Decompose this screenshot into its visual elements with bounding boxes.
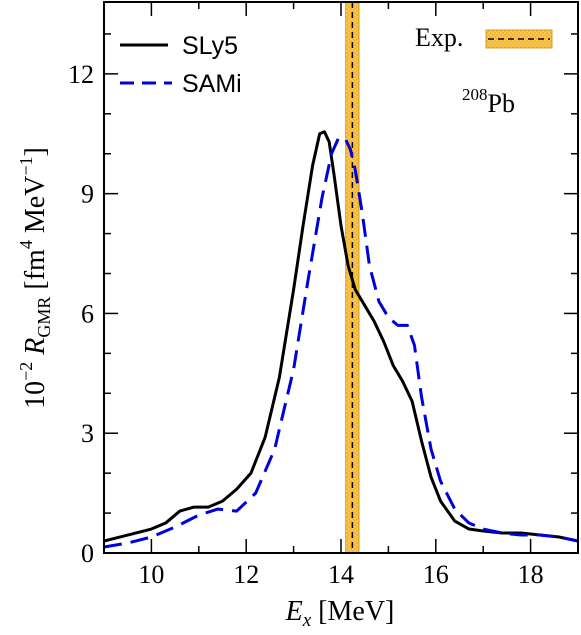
nucleus-symbol: Pb — [488, 89, 515, 118]
x-axis-label: Ex [MeV] — [285, 596, 395, 631]
nucleus-label: 208Pb — [462, 85, 515, 118]
y-axis-label: 10−2 RGMR [fm4 MeV−1] — [16, 147, 54, 409]
x-tick-label: 10 — [138, 560, 164, 589]
series-line-sami — [104, 136, 578, 549]
axis-ticks: 10 12 14 16 18 0 3 6 9 12 — [68, 2, 579, 589]
legend-label-sami: SAMi — [182, 70, 242, 98]
series-group — [104, 130, 578, 549]
plot-frame — [103, 1, 579, 554]
y-axis-prefix: 10 — [20, 381, 51, 409]
x-axis-symbol: E — [285, 596, 303, 627]
x-tick-label: 18 — [518, 560, 544, 589]
x-tick-label: 12 — [233, 560, 259, 589]
y-axis-unit-open: [fm — [20, 249, 51, 297]
experiment-legend-label: Exp. — [415, 23, 463, 52]
y-axis-unit-exp2: −1 — [16, 156, 36, 175]
y-axis-symbol: R — [20, 338, 51, 362]
y-tick-label: 3 — [81, 419, 94, 448]
y-axis-subscript: GMR — [34, 297, 54, 338]
y-tick-label: 9 — [81, 180, 94, 209]
y-tick-label: 6 — [81, 299, 94, 328]
y-axis-unit-exp1: 4 — [16, 240, 36, 249]
x-tick-label: 16 — [423, 560, 449, 589]
y-tick-label: 12 — [68, 60, 94, 89]
legend-label-sly5: SLy5 — [182, 32, 238, 60]
x-axis-unit: [MeV] — [311, 596, 394, 627]
x-tick-label: 14 — [328, 560, 354, 589]
series-line-sly5 — [104, 130, 578, 543]
y-axis-unit-mid: MeV — [20, 176, 51, 241]
experiment-legend: Exp. — [415, 23, 553, 52]
y-axis-prefix-exponent: −2 — [16, 362, 36, 381]
x-axis-subscript: x — [302, 610, 312, 631]
y-axis-unit-close: ] — [20, 147, 51, 156]
nucleus-mass-number: 208 — [462, 85, 488, 104]
y-tick-label: 0 — [81, 539, 94, 568]
legend: SLy5 SAMi — [120, 32, 242, 98]
nucleus-annotation: 208Pb — [462, 85, 515, 118]
